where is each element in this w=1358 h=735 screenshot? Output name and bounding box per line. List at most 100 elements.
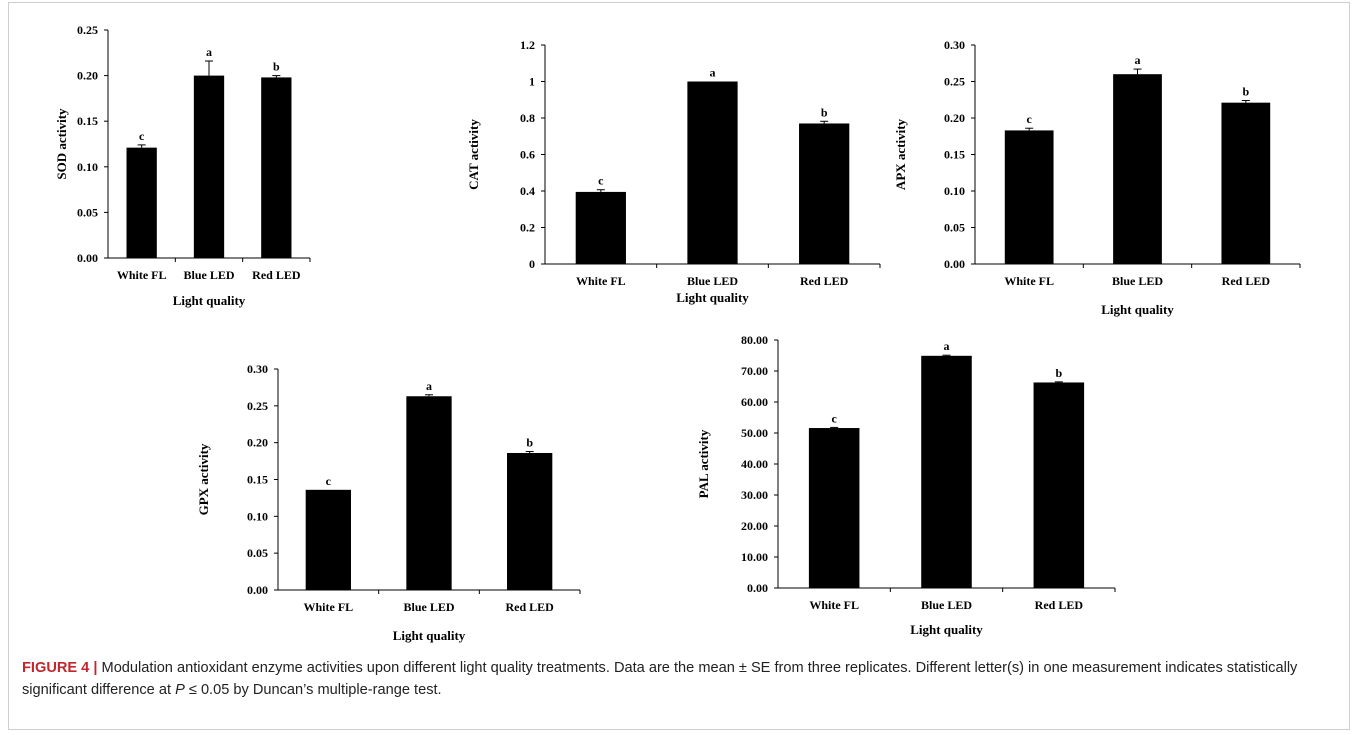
y-tick-label: 30.00 <box>741 488 768 502</box>
y-tick-label: 0.20 <box>944 111 965 125</box>
x-tick-label: Red LED <box>800 274 849 288</box>
y-tick-label: 0.10 <box>247 509 268 523</box>
x-axis-label: Light quality <box>1101 302 1174 317</box>
significance-letter: b <box>821 105 828 119</box>
bar <box>406 396 452 590</box>
y-tick-label: 0.10 <box>77 160 98 174</box>
y-tick-label: 0.4 <box>520 184 535 198</box>
chart-cat: 0 0.2 0.4 0.6 0.8 1 1.2 c White FL a Blue LED b Red … <box>466 38 881 305</box>
y-tick-label: 0.00 <box>747 581 768 595</box>
bar <box>808 428 860 588</box>
y-tick-label: 0.20 <box>77 69 98 83</box>
y-axis-label: SOD activity <box>54 108 69 180</box>
y-tick-label: 0.25 <box>944 75 965 89</box>
x-axis-label: Light quality <box>910 622 983 637</box>
significance-letter: b <box>1055 366 1062 380</box>
significance-letter: c <box>326 474 332 488</box>
y-tick-label: 80.00 <box>741 333 768 347</box>
y-tick-label: 0.25 <box>247 399 268 413</box>
y-tick-label: 0.05 <box>77 205 98 219</box>
y-tick-label: 0.15 <box>944 148 965 162</box>
y-tick-label: 1.2 <box>520 38 535 52</box>
significance-letter: a <box>206 45 212 59</box>
x-tick-label: Blue LED <box>921 598 972 612</box>
y-axis-label: CAT activity <box>466 119 481 190</box>
significance-letter: a <box>426 379 432 393</box>
y-tick-label: 70.00 <box>741 364 768 378</box>
x-tick-label: Red LED <box>252 268 301 282</box>
caption-text-2: ≤ 0.05 by Duncan’s multiple-range test. <box>188 682 442 698</box>
bar <box>1033 382 1085 588</box>
figure-caption: FIGURE 4 | Modulation antioxidant enzyme… <box>22 657 1337 701</box>
y-tick-label: 0.00 <box>77 251 98 265</box>
x-tick-label: Red LED <box>1222 274 1271 288</box>
x-tick-label: Blue LED <box>403 600 454 614</box>
y-tick-label: 50.00 <box>741 426 768 440</box>
bar <box>305 489 351 590</box>
caption-p-symbol: P <box>175 682 185 698</box>
significance-letter: b <box>1242 84 1249 98</box>
x-axis-label: Light quality <box>393 628 466 643</box>
y-tick-label: 60.00 <box>741 395 768 409</box>
bar <box>1004 130 1054 264</box>
significance-letter: c <box>832 411 838 425</box>
y-tick-label: 0.30 <box>944 38 965 52</box>
x-tick-label: Blue LED <box>1112 274 1163 288</box>
y-tick-label: 0.00 <box>247 583 268 597</box>
bar <box>507 452 553 590</box>
bar <box>261 77 292 258</box>
caption-label: FIGURE 4 <box>22 660 90 676</box>
chart-gpx: 0.00 0.05 0.10 0.15 0.20 0.25 0.30 c White FL a Bl… <box>196 362 581 643</box>
significance-letter: b <box>526 436 533 450</box>
y-tick-label: 40.00 <box>741 457 768 471</box>
y-tick-label: 0.10 <box>944 184 965 198</box>
y-tick-label: 0.8 <box>520 111 535 125</box>
x-tick-label: White FL <box>117 268 167 282</box>
significance-letter: a <box>710 66 716 80</box>
x-axis-label: Light quality <box>173 293 246 308</box>
y-tick-label: 0.30 <box>247 362 268 376</box>
x-tick-label: Blue LED <box>183 268 234 282</box>
caption-separator: | <box>93 660 98 676</box>
y-tick-label: 0.20 <box>247 436 268 450</box>
significance-letter: c <box>598 174 604 188</box>
bar <box>1221 102 1271 264</box>
y-axis-label: PAL activity <box>696 429 711 498</box>
y-tick-label: 0.25 <box>77 23 98 37</box>
significance-letter: c <box>1027 112 1033 126</box>
y-tick-label: 0 <box>529 257 535 271</box>
bar <box>799 123 850 264</box>
figure-frame <box>8 2 1350 730</box>
x-tick-label: White FL <box>576 274 626 288</box>
y-tick-label: 1 <box>529 75 535 89</box>
caption-text-1: Modulation antioxidant enzyme activities… <box>22 660 1298 698</box>
significance-letter: a <box>944 339 950 353</box>
y-tick-label: 0.05 <box>944 221 965 235</box>
significance-letter: b <box>273 60 280 74</box>
bar <box>687 81 738 264</box>
chart-apx: 0.00 0.05 0.10 0.15 0.20 0.25 0.30 c White FL a Bl… <box>893 38 1301 317</box>
x-tick-label: Blue LED <box>687 274 738 288</box>
bar <box>1113 74 1162 264</box>
y-tick-label: 20.00 <box>741 519 768 533</box>
bar <box>575 191 626 264</box>
y-tick-label: 0.6 <box>520 148 535 162</box>
bar <box>126 147 157 258</box>
chart-pal: 0.00 10.00 20.00 30.00 40.00 50.00 60.00 70.00 8… <box>696 333 1116 637</box>
chart-sod: 0.00 0.05 0.10 0.15 0.20 0.25 c White FL a Blue L… <box>54 23 311 308</box>
x-tick-label: White FL <box>303 600 353 614</box>
y-axis-label: GPX activity <box>196 443 211 515</box>
x-axis-label: Light quality <box>676 290 749 305</box>
y-tick-label: 10.00 <box>741 550 768 564</box>
x-tick-label: White FL <box>809 598 859 612</box>
y-tick-label: 0.15 <box>247 473 268 487</box>
bar <box>193 75 225 258</box>
bar <box>921 355 972 588</box>
significance-letter: a <box>1135 53 1141 67</box>
y-tick-label: 0.00 <box>944 257 965 271</box>
x-tick-label: Red LED <box>505 600 554 614</box>
y-axis-label: APX activity <box>893 118 908 190</box>
significance-letter: c <box>139 129 145 143</box>
y-tick-label: 0.15 <box>77 114 98 128</box>
x-tick-label: White FL <box>1004 274 1054 288</box>
